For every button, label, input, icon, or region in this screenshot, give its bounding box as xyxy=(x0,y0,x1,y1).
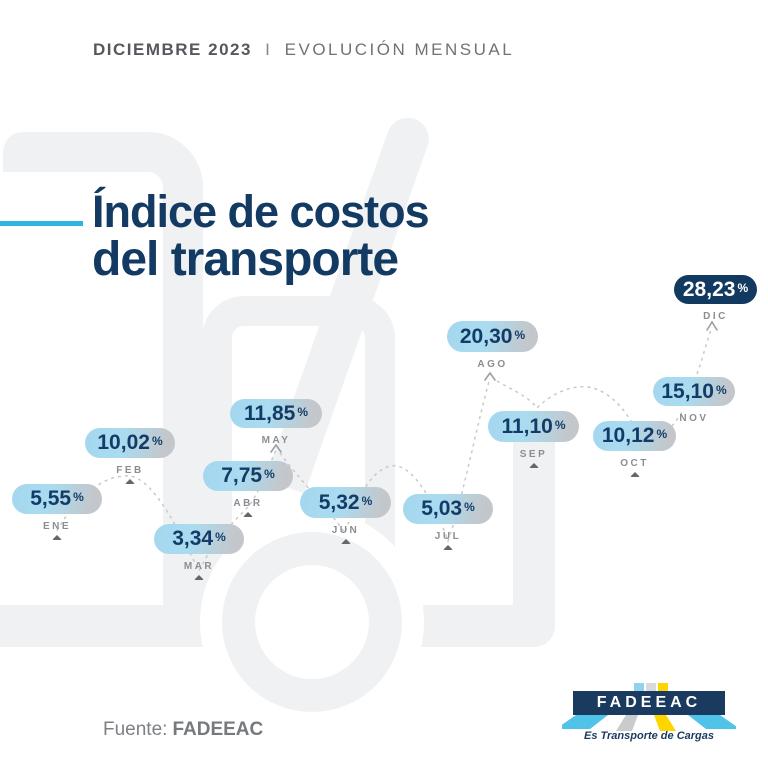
month-label-may: MAY xyxy=(261,435,291,446)
source-line: Fuente: FADEEAC xyxy=(103,719,263,741)
trend-path xyxy=(56,326,713,573)
month-label-nov: NOV xyxy=(679,413,709,424)
month-label-dic: DIC xyxy=(703,311,728,322)
pill-unit: % xyxy=(715,382,727,397)
pill-unit: % xyxy=(297,404,309,419)
pill-value: 5,55 xyxy=(30,487,72,510)
month-label-ago: AGO xyxy=(477,359,508,370)
pill-unit: % xyxy=(464,500,475,514)
pill-unit: % xyxy=(514,327,526,342)
month-caret-icon xyxy=(243,512,253,517)
pill-unit: % xyxy=(361,493,373,508)
report-subtitle: EVOLUCIÓN MENSUAL xyxy=(284,40,515,59)
pill-unit: % xyxy=(656,427,668,441)
truck-trailer-watermark xyxy=(3,132,203,647)
data-pill-sep: 11,10% xyxy=(488,411,579,442)
month-label-sep: SEP xyxy=(519,449,548,460)
pill-value: 3,34 xyxy=(172,527,214,550)
logo-roads-icon xyxy=(562,715,736,731)
month-caret-icon xyxy=(340,539,351,544)
month-label-ene: ENE xyxy=(42,521,72,532)
month-caret-icon xyxy=(194,575,204,580)
data-pill-dic: 28,23% xyxy=(674,275,757,304)
pill-unit: % xyxy=(215,530,226,544)
pill-value: 10,02 xyxy=(97,431,150,454)
report-period: DICIEMBRE 2023 xyxy=(93,40,252,59)
title-accent-line xyxy=(0,221,83,226)
pill-unit: % xyxy=(151,434,163,448)
month-label-oct: OCT xyxy=(620,458,649,469)
data-pill-nov: 15,10% xyxy=(653,377,735,406)
source-name: FADEEAC xyxy=(172,719,264,740)
pill-value: 10,12 xyxy=(601,424,655,447)
pill-value: 7,75 xyxy=(221,464,263,487)
month-caret-icon xyxy=(629,472,640,477)
month-label-feb: FEB xyxy=(116,465,144,476)
month-label-jun: JUN xyxy=(331,525,360,536)
logo-square-gray-icon xyxy=(646,683,656,691)
pill-value: 15,10 xyxy=(661,379,714,403)
month-caret-icon xyxy=(528,463,539,468)
data-pill-mar: 3,34% xyxy=(154,524,244,554)
pill-unit: % xyxy=(264,467,275,481)
pill-unit: % xyxy=(73,490,84,504)
month-caret-icon xyxy=(443,545,453,550)
pill-value: 11,10 xyxy=(501,414,553,438)
arrowhead-dic-icon xyxy=(706,320,718,331)
data-pill-may: 11,85% xyxy=(230,399,322,428)
month-label-jul: JUL xyxy=(434,531,462,542)
arrowhead-ago-icon xyxy=(484,371,496,381)
logo-square-blue-icon xyxy=(634,683,644,691)
pill-value: 20,30 xyxy=(459,324,513,348)
pill-value: 5,32 xyxy=(318,490,360,514)
logo-wordmark: FADEEAC xyxy=(596,694,702,711)
data-pill-oct: 10,12% xyxy=(593,421,676,451)
data-pill-ago: 20,30% xyxy=(447,321,538,352)
logo-square-yellow-icon xyxy=(658,683,668,691)
page-title-line2: del transporte xyxy=(92,233,399,286)
data-pill-abr: 7,75% xyxy=(203,461,293,491)
month-caret-icon xyxy=(52,535,62,540)
data-pill-jun: 5,32% xyxy=(300,487,391,518)
month-caret-icon xyxy=(125,479,135,484)
arrowhead-may-icon xyxy=(270,443,282,453)
report-header: DICIEMBRE 2023 I EVOLUCIÓN MENSUAL xyxy=(93,40,514,60)
header-separator: I xyxy=(265,40,272,59)
data-pill-jul: 5,03% xyxy=(403,494,493,524)
month-label-abr: ABR xyxy=(233,498,263,509)
page-title: Índice de costos del transporte xyxy=(92,186,430,286)
pill-value: 5,03 xyxy=(421,497,463,520)
logo-tagline: Es Transporte de Cargas xyxy=(583,730,714,742)
source-prefix: Fuente: xyxy=(103,719,168,740)
page-title-line1: Índice de costos xyxy=(92,186,430,237)
logo-wordmark-box: FADEEAC xyxy=(573,691,725,715)
pill-value: 11,85 xyxy=(243,401,296,425)
pill-unit: % xyxy=(554,417,566,432)
data-pill-feb: 10,02% xyxy=(85,428,175,458)
logo-squares-icon xyxy=(634,683,668,691)
pill-unit: % xyxy=(737,280,749,295)
month-label-mar: MAR xyxy=(183,561,215,572)
data-pill-ene: 5,55% xyxy=(12,484,102,514)
pill-value: 28,23 xyxy=(682,277,736,301)
